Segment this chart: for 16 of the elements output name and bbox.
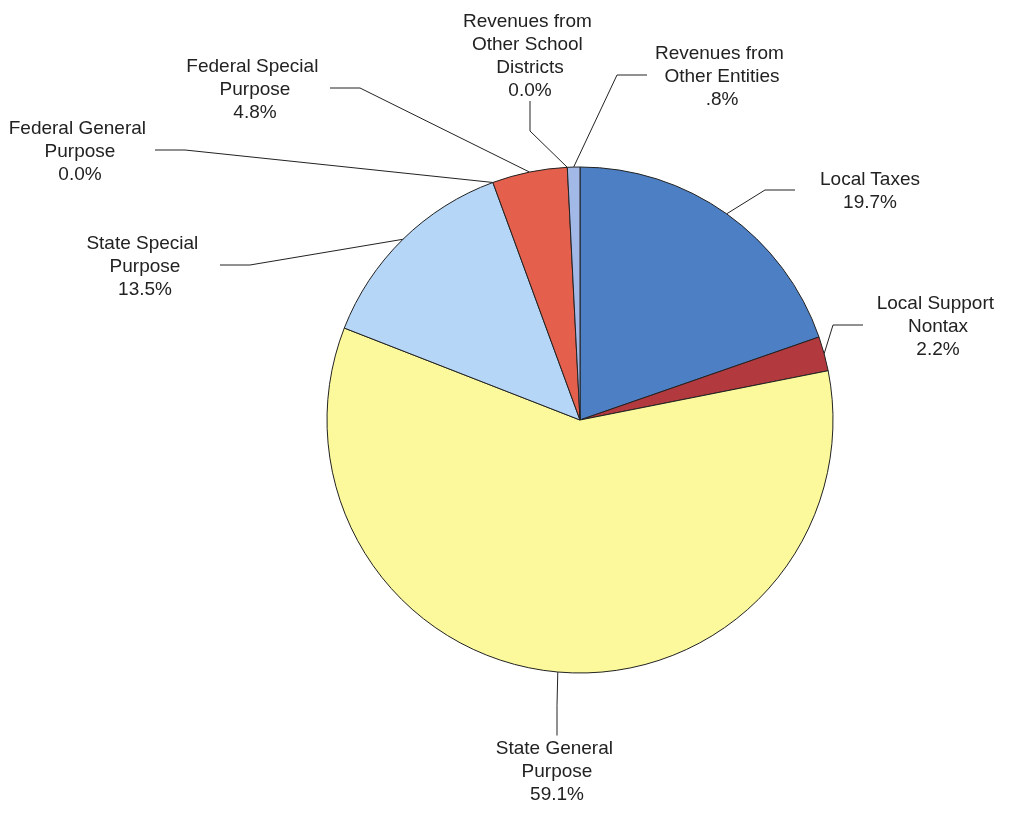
data-label: 59.1% bbox=[530, 782, 585, 804]
slice-label: Local Taxes bbox=[820, 168, 920, 189]
slice-label: Local Support Nontax bbox=[876, 291, 1000, 336]
data-label: 2.2% bbox=[916, 337, 960, 359]
slice-label: Revenues from Other Entities bbox=[654, 41, 790, 86]
slice-label: Federal Special Purpose bbox=[186, 54, 324, 99]
text: 0.0% bbox=[508, 79, 552, 100]
data-label: .8% bbox=[705, 87, 739, 109]
data-label: 19.7% bbox=[843, 191, 898, 212]
text: 0.0% bbox=[58, 162, 102, 184]
slice-label: State Special Purpose bbox=[86, 231, 204, 276]
category-label: Revenues from Other School Districts bbox=[462, 10, 592, 77]
category-label: Federal General Purpose bbox=[8, 116, 147, 161]
slice-label: State General Purpose bbox=[495, 736, 619, 781]
data-label: 13.5% bbox=[118, 277, 173, 299]
data-label: 4.8% bbox=[233, 100, 277, 122]
